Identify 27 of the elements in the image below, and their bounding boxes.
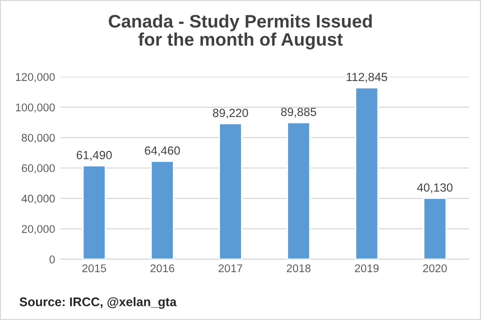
y-tick-label: 60,000 — [22, 164, 55, 174]
y-tick-label: 100,000 — [16, 103, 55, 113]
data-label: 112,845 — [346, 72, 388, 83]
data-label: 89,885 — [281, 108, 316, 118]
x-tick-label: 2018 — [286, 264, 310, 272]
y-tick-label: 0 — [50, 255, 55, 264]
x-tick-label: 2019 — [354, 264, 379, 272]
data-label: 89,220 — [212, 108, 248, 118]
data-label: 61,490 — [76, 150, 112, 161]
y-tick-label: 20,000 — [22, 225, 55, 234]
bar — [422, 198, 447, 260]
y-tick-label: 120,000 — [16, 73, 55, 82]
x-tick-label: 2015 — [82, 264, 106, 272]
source-note: Source: IRCC, @xelan_gta — [20, 297, 177, 309]
x-tick-label: 2016 — [150, 264, 174, 272]
data-label: 40,130 — [417, 183, 452, 194]
y-tick-label: 80,000 — [22, 134, 55, 144]
chart-title: Canada - Study Permits Issued for the month of August — [108, 14, 372, 50]
data-label: 64,460 — [144, 146, 180, 156]
bar — [286, 122, 311, 260]
x-tick-label: 2020 — [423, 264, 447, 272]
bar — [82, 165, 106, 260]
bar — [218, 122, 242, 260]
y-tick-label: 40,000 — [22, 194, 55, 204]
bar — [354, 86, 379, 260]
bar — [150, 160, 174, 260]
x-tick-label: 2017 — [218, 264, 242, 272]
